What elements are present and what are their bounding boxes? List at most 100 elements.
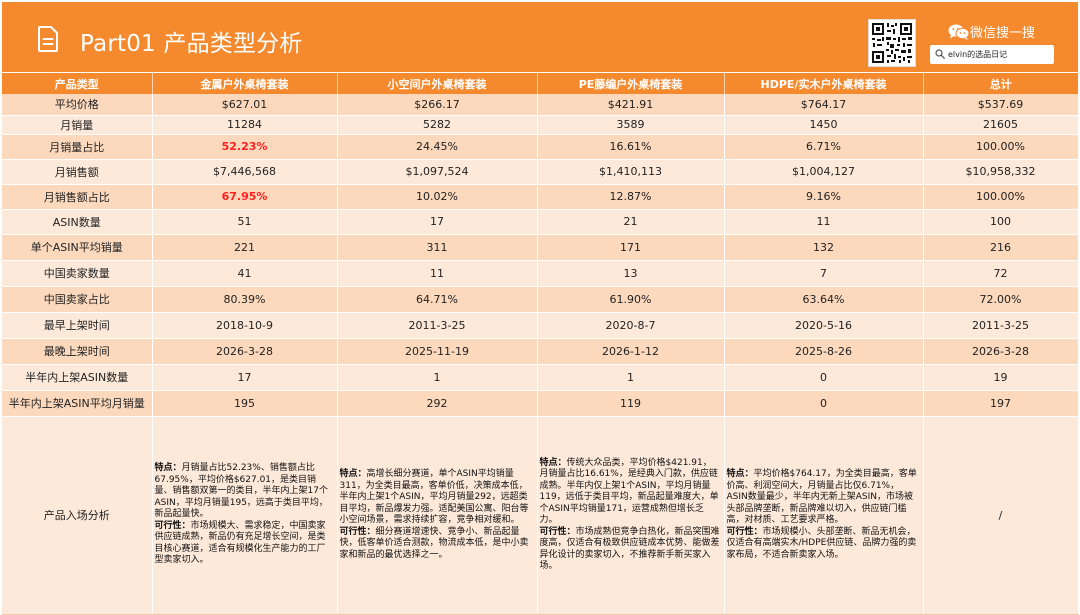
- row-label: 月销售额: [2, 159, 153, 185]
- analysis-row: 产品入场分析 特点：月销量占比52.23%、销售额占比67.95%，平均价格$6…: [2, 416, 1079, 615]
- qr-code-icon: [868, 19, 916, 67]
- table-cell: 1450: [724, 115, 924, 135]
- analysis-note: 特点：平均价格$764.17，为全类目最高，客单价高、利润空间大，月销量占比仅6…: [725, 469, 923, 561]
- analysis-note: 特点：月销量占比52.23%、销售额占比67.95%，平均价格$627.01，是…: [153, 463, 337, 567]
- analysis-note: 特点：高增长细分赛道，单个ASIN平均销量311，为全类目最高，客单价低，决策成…: [338, 469, 537, 561]
- table-cell: $421.91: [537, 94, 725, 116]
- column-header: PE藤编户外桌椅套装: [537, 73, 725, 94]
- table-cell: 221: [152, 234, 338, 261]
- table-cell: $266.17: [337, 94, 538, 116]
- table-cell: $1,410,113: [537, 159, 725, 185]
- table-cell: 61.90%: [537, 286, 725, 313]
- feasibility-tag: 可行性：: [339, 526, 376, 537]
- search-input[interactable]: [948, 46, 1048, 62]
- row-label: 单个ASIN平均销量: [2, 234, 153, 261]
- feasibility-tag: 可行性：: [154, 520, 191, 531]
- table-cell: 51: [152, 209, 338, 235]
- search-box[interactable]: [930, 45, 1054, 64]
- table-cell: $764.17: [724, 94, 924, 116]
- feature-tag: 特点：: [539, 457, 567, 468]
- table-cell: 0: [724, 364, 924, 391]
- feasibility-text: 市场规模大、需求稳定，中国卖家供应链成熟，新品仍有充足增长空间，是类目核心赛道，…: [154, 520, 326, 566]
- table-cell: 80.39%: [152, 286, 338, 313]
- table-header-row: 产品类型 金属户外桌椅套装 小空间户外桌椅套装 PE藤编户外桌椅套装 HDPE/…: [2, 73, 1078, 94]
- column-header: 产品类型: [2, 73, 153, 94]
- table-row: 月销量 11284 5282 3589 1450 21605: [2, 115, 1079, 135]
- feasibility-tag: 可行性：: [726, 526, 763, 537]
- table-cell: 100.00%: [923, 134, 1079, 160]
- table-cell: 16.61%: [537, 134, 725, 160]
- table-row: 月销量占比 52.23% 24.45% 16.61% 6.71% 100.00%: [2, 134, 1079, 160]
- row-label: 月销售额占比: [2, 184, 153, 210]
- table-cell: $1,097,524: [337, 159, 538, 185]
- table-cell: 132: [724, 234, 924, 261]
- table-cell: 2020-5-16: [724, 312, 924, 339]
- table-cell: 11284: [152, 115, 338, 135]
- table-cell: 6.71%: [724, 134, 924, 160]
- table-cell: 5282: [337, 115, 538, 135]
- row-label: 产品入场分析: [2, 416, 153, 615]
- row-label: 最晚上架时间: [2, 338, 153, 365]
- row-label: 月销量: [2, 115, 153, 135]
- feasibility-text: 细分赛道增速快、竞争小、新品起量快，低客单价适合测款，物流成本低，是中小卖家和新…: [339, 526, 529, 560]
- table-cell: 171: [537, 234, 725, 261]
- table-cell: 11: [724, 209, 924, 235]
- table-cell: 17: [152, 364, 338, 391]
- table-cell: $10,958,332: [923, 159, 1079, 185]
- highlight-cell: 67.95%: [152, 184, 338, 210]
- table-cell: 19: [923, 364, 1079, 391]
- feature-text: 平均价格$764.17，为全类目最高，客单价高、利润空间大，月销量占比仅6.71…: [726, 469, 917, 525]
- table-row: 中国卖家占比 80.39% 64.71% 61.90% 63.64% 72.00…: [2, 286, 1079, 313]
- row-label: ASIN数量: [2, 209, 153, 235]
- table-cell: 72.00%: [923, 286, 1079, 313]
- wechat-search-label: 微信搜一搜: [970, 26, 1036, 41]
- table-cell: 7: [724, 260, 924, 287]
- row-label: 月销量占比: [2, 134, 153, 160]
- table-cell: 2011-3-25: [337, 312, 538, 339]
- table-cell: 64.71%: [337, 286, 538, 313]
- row-label: 中国卖家数量: [2, 260, 153, 287]
- row-label: 半年内上架ASIN平均月销量: [2, 390, 153, 417]
- table-row: ASIN数量 51 17 21 11 100: [2, 209, 1079, 235]
- table-row: 半年内上架ASIN数量 17 1 1 0 19: [2, 364, 1079, 391]
- table-cell: 63.64%: [724, 286, 924, 313]
- table-row: 最晚上架时间 2026-3-28 2025-11-19 2026-1-12 20…: [2, 338, 1079, 365]
- analysis-cell: 特点：月销量占比52.23%、销售额占比67.95%，平均价格$627.01，是…: [152, 416, 338, 615]
- table-row: 月销售额占比 67.95% 10.02% 12.87% 9.16% 100.00…: [2, 184, 1079, 210]
- table-cell: 216: [923, 234, 1079, 261]
- table-row: 半年内上架ASIN平均月销量 195 292 119 0 197: [2, 390, 1079, 417]
- analysis-cell: 特点：高增长细分赛道，单个ASIN平均销量311，为全类目最高，客单价低，决策成…: [337, 416, 538, 615]
- feature-tag: 特点：: [339, 469, 367, 479]
- table-cell: 0: [724, 390, 924, 417]
- column-header: 金属户外桌椅套装: [152, 73, 338, 94]
- table-cell: 1: [337, 364, 538, 391]
- product-type-table: 产品类型 金属户外桌椅套装 小空间户外桌椅套装 PE藤编户外桌椅套装 HDPE/…: [2, 73, 1079, 615]
- analysis-slash: /: [923, 416, 1079, 615]
- analysis-cell: 特点：传统大众品类，平均价格$421.91，月销量占比16.61%，是经典入门款…: [537, 416, 725, 615]
- row-label: 平均价格: [2, 94, 153, 116]
- table-cell: 17: [337, 209, 538, 235]
- table-cell: 10.02%: [337, 184, 538, 210]
- document-icon: [38, 26, 58, 52]
- table-cell: 311: [337, 234, 538, 261]
- table-row: 中国卖家数量 41 11 13 7 72: [2, 260, 1079, 287]
- wechat-icon: [948, 24, 970, 40]
- table-cell: $1,004,127: [724, 159, 924, 185]
- table-cell: 292: [337, 390, 538, 417]
- table-cell: 41: [152, 260, 338, 287]
- table-cell: 195: [152, 390, 338, 417]
- feasibility-tag: 可行性：: [539, 526, 576, 537]
- table-cell: $7,446,568: [152, 159, 338, 185]
- analysis-note: 特点：传统大众品类，平均价格$421.91，月销量占比16.61%，是经典入门款…: [538, 458, 724, 573]
- feasibility-text: 市场成熟但竞争白热化，新品突围难度高，仅适合有极致供应链成本优势、能做差异化设计…: [539, 526, 720, 572]
- table-cell: 2026-1-12: [537, 338, 725, 365]
- page-title: Part01 产品类型分析: [80, 31, 303, 57]
- table-cell: 2025-11-19: [337, 338, 538, 365]
- feature-text: 传统大众品类，平均价格$421.91，月销量占比16.61%，是经典入门款，供应…: [539, 457, 719, 526]
- table-row: 单个ASIN平均销量 221 311 171 132 216: [2, 234, 1079, 261]
- table-cell: 2020-8-7: [537, 312, 725, 339]
- report-header: Part01 产品类型分析: [2, 2, 1078, 72]
- table-cell: 11: [337, 260, 538, 287]
- table-cell: 12.87%: [537, 184, 725, 210]
